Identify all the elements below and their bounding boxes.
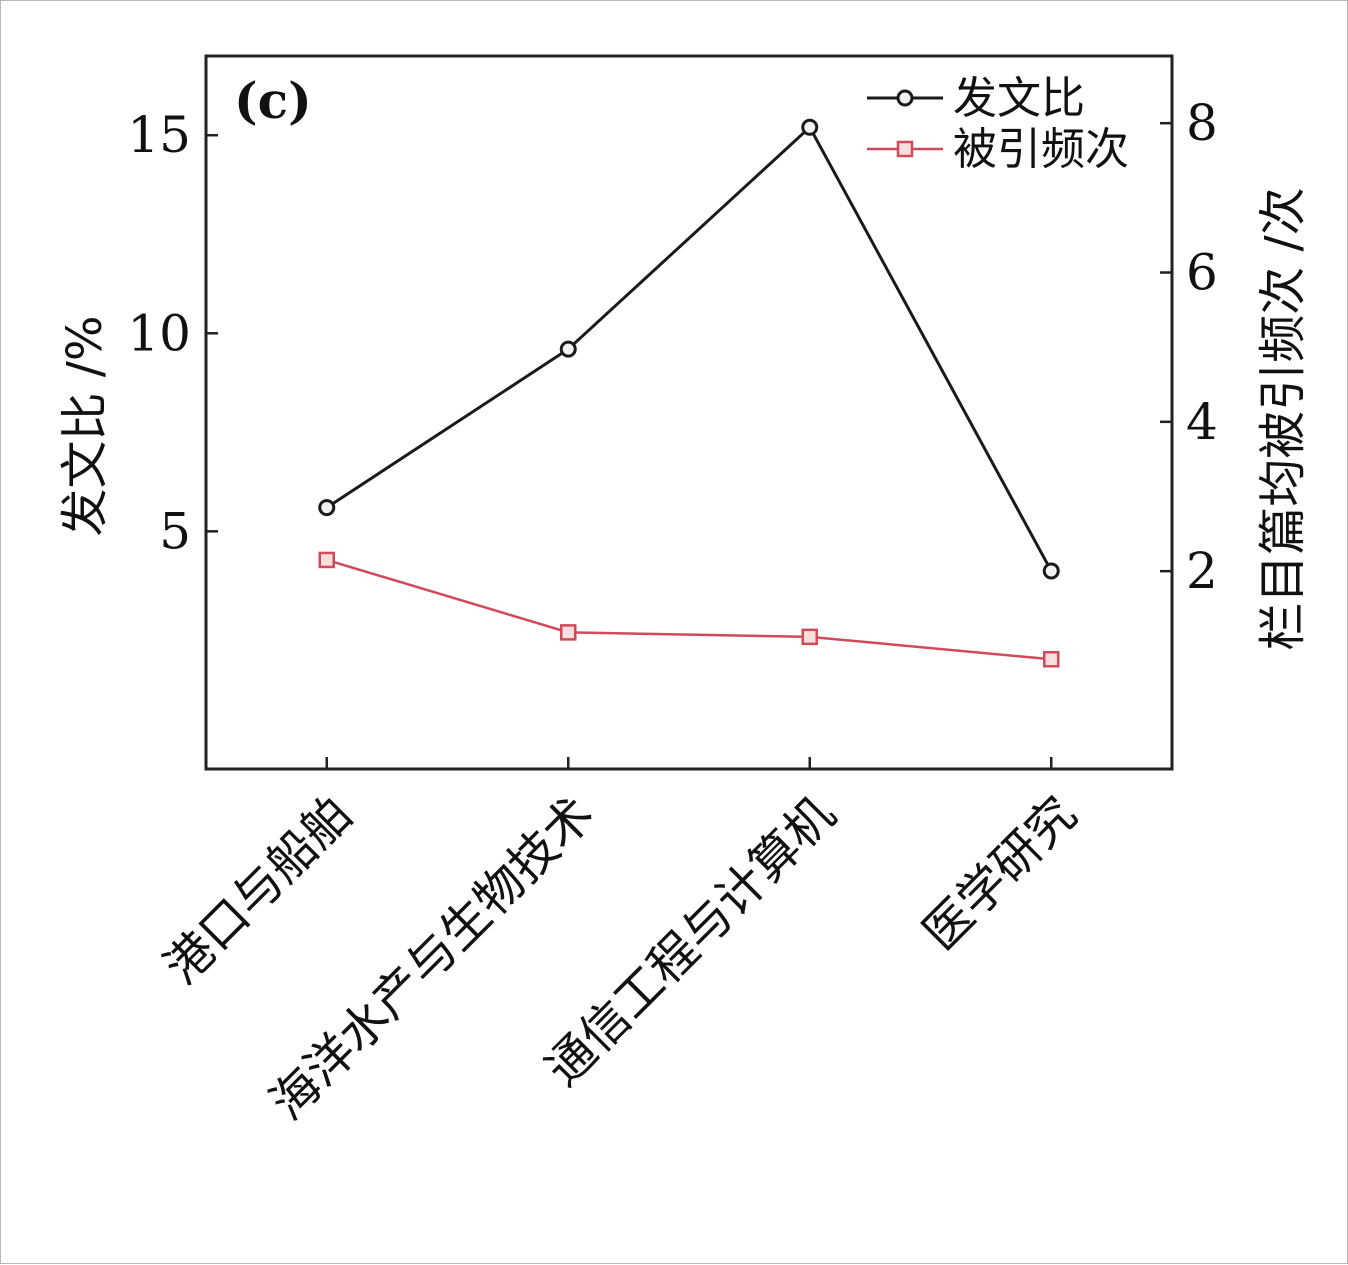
data-point-publication-ratio [318, 499, 336, 517]
right-tick-label: 2 [1186, 542, 1218, 600]
data-point-citation-frequency [318, 551, 335, 569]
data-point-publication-ratio [801, 118, 819, 136]
legend-label-citation-frequency: 被引频次 [953, 124, 1129, 175]
x-category-label: 港口与船舶 [154, 786, 363, 995]
plot-area-border [204, 54, 1174, 771]
series-line-publication-ratio [325, 124, 1053, 572]
left-axis: 5 10 15 [127, 106, 218, 560]
data-point-publication-ratio [1042, 562, 1060, 580]
right-axis-title: 栏目篇均被引频次 /次 [1255, 187, 1311, 650]
legend-marker-publication-ratio [896, 89, 914, 107]
right-axis: 2 4 6 8 [1160, 94, 1218, 600]
series-layer [318, 118, 1060, 668]
panel-label: (c) [234, 71, 312, 130]
series-line-citation-frequency [326, 558, 1052, 661]
data-point-publication-ratio [559, 340, 577, 358]
right-tick-label: 6 [1186, 244, 1218, 302]
left-tick-label: 10 [127, 304, 191, 362]
legend-label-publication-ratio: 发文比 [953, 73, 1085, 124]
legend: 发文比 被引频次 [867, 73, 1129, 175]
legend-marker-citation-frequency [896, 140, 914, 158]
x-category-label: 医学研究 [912, 786, 1087, 961]
right-tick-label: 4 [1186, 393, 1218, 451]
left-axis-title: 发文比 /% [57, 315, 113, 536]
left-tick-label: 15 [127, 106, 191, 164]
data-point-citation-frequency [1043, 651, 1060, 668]
right-tick-label: 8 [1186, 94, 1218, 152]
data-point-citation-frequency [560, 624, 577, 641]
data-point-citation-frequency [801, 628, 818, 646]
left-tick-label: 5 [159, 502, 191, 560]
